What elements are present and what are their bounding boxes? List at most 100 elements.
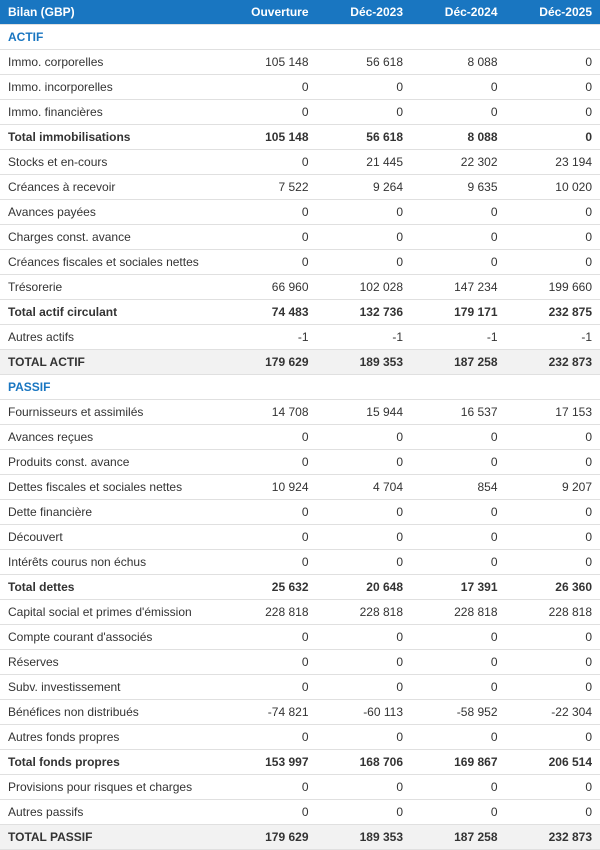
row-value: 16 537	[411, 400, 506, 425]
row-value: 17 391	[411, 575, 506, 600]
row-label: Total fonds propres	[0, 750, 222, 775]
row-value: -1	[317, 325, 412, 350]
row-value: 0	[317, 625, 412, 650]
row-value: 0	[411, 525, 506, 550]
table-row: Avances reçues0000	[0, 425, 600, 450]
row-value: 4 704	[317, 475, 412, 500]
row-value: 0	[506, 200, 600, 225]
table-row: Fournisseurs et assimilés14 70815 94416 …	[0, 400, 600, 425]
table-row: Stocks et en-cours021 44522 30223 194	[0, 150, 600, 175]
row-value: 0	[222, 200, 317, 225]
row-label: TOTAL ACTIF	[0, 350, 222, 375]
row-value: 0	[222, 525, 317, 550]
table-row: TOTAL ACTIF179 629189 353187 258232 873	[0, 350, 600, 375]
row-value: 8 088	[411, 50, 506, 75]
row-value: 228 818	[411, 600, 506, 625]
table-row: Autres passifs0000	[0, 800, 600, 825]
row-value: 0	[411, 250, 506, 275]
row-value: 0	[222, 150, 317, 175]
row-value: 0	[317, 800, 412, 825]
row-value: 17 153	[506, 400, 600, 425]
row-label: Avances payées	[0, 200, 222, 225]
row-value: 0	[222, 675, 317, 700]
header-col: Ouverture	[222, 0, 317, 25]
row-value: 10 020	[506, 175, 600, 200]
header-col: Déc-2024	[411, 0, 506, 25]
table-row: Provisions pour risques et charges0000	[0, 775, 600, 800]
row-label: Autres actifs	[0, 325, 222, 350]
row-value: 199 660	[506, 275, 600, 300]
row-label: Charges const. avance	[0, 225, 222, 250]
table-row: Charges const. avance0000	[0, 225, 600, 250]
row-value: 0	[222, 625, 317, 650]
table-row: Réserves0000	[0, 650, 600, 675]
row-value: 0	[411, 75, 506, 100]
table-row: Total fonds propres153 997168 706169 867…	[0, 750, 600, 775]
row-value: 0	[506, 225, 600, 250]
row-value: 0	[506, 425, 600, 450]
table-row: Créances à recevoir7 5229 2649 63510 020	[0, 175, 600, 200]
row-value: 0	[317, 675, 412, 700]
table-row: Immo. financières0000	[0, 100, 600, 125]
row-value: 0	[317, 250, 412, 275]
row-value: 66 960	[222, 275, 317, 300]
row-value: 0	[411, 800, 506, 825]
row-value: 0	[506, 250, 600, 275]
row-value: 189 353	[317, 350, 412, 375]
row-label: Intérêts courus non échus	[0, 550, 222, 575]
row-value: 228 818	[222, 600, 317, 625]
row-value: 0	[506, 550, 600, 575]
row-value: 0	[411, 450, 506, 475]
row-value: 0	[317, 225, 412, 250]
table-row: Autres actifs-1-1-1-1	[0, 325, 600, 350]
row-value: 0	[411, 625, 506, 650]
table-row: Immo. corporelles105 14856 6188 0880	[0, 50, 600, 75]
row-value: 7 522	[222, 175, 317, 200]
row-label: Immo. financières	[0, 100, 222, 125]
table-row: Bénéfices non distribués-74 821-60 113-5…	[0, 700, 600, 725]
row-label: Réserves	[0, 650, 222, 675]
row-value: 0	[506, 50, 600, 75]
row-value: 0	[317, 775, 412, 800]
row-value: 0	[222, 75, 317, 100]
row-value: 854	[411, 475, 506, 500]
row-value: 56 618	[317, 125, 412, 150]
balance-sheet-table: Bilan (GBP) Ouverture Déc-2023 Déc-2024 …	[0, 0, 600, 850]
row-label: Dettes fiscales et sociales nettes	[0, 475, 222, 500]
row-value: -58 952	[411, 700, 506, 725]
row-label: Autres fonds propres	[0, 725, 222, 750]
row-value: 169 867	[411, 750, 506, 775]
row-value: 232 873	[506, 350, 600, 375]
row-label: Trésorerie	[0, 275, 222, 300]
row-value: 187 258	[411, 350, 506, 375]
row-value: 102 028	[317, 275, 412, 300]
row-value: 21 445	[317, 150, 412, 175]
row-label: Total immobilisations	[0, 125, 222, 150]
row-value: 187 258	[411, 825, 506, 850]
section-label: ACTIF	[0, 25, 600, 50]
row-value: 132 736	[317, 300, 412, 325]
section-row: ACTIF	[0, 25, 600, 50]
row-value: 0	[411, 650, 506, 675]
row-value: 0	[506, 525, 600, 550]
row-value: 0	[506, 450, 600, 475]
row-label: Capital social et primes d'émission	[0, 600, 222, 625]
row-label: Créances à recevoir	[0, 175, 222, 200]
row-label: Découvert	[0, 525, 222, 550]
row-value: 0	[317, 200, 412, 225]
row-value: 9 264	[317, 175, 412, 200]
table-row: Produits const. avance0000	[0, 450, 600, 475]
row-value: 0	[222, 650, 317, 675]
row-value: 179 629	[222, 825, 317, 850]
section-row: PASSIF	[0, 375, 600, 400]
row-label: Immo. incorporelles	[0, 75, 222, 100]
row-value: 0	[506, 500, 600, 525]
row-value: 0	[222, 250, 317, 275]
row-value: 0	[222, 800, 317, 825]
header-col: Déc-2023	[317, 0, 412, 25]
row-value: 189 353	[317, 825, 412, 850]
row-label: Fournisseurs et assimilés	[0, 400, 222, 425]
row-value: 0	[222, 425, 317, 450]
table-row: Avances payées0000	[0, 200, 600, 225]
table-row: Total actif circulant74 483132 736179 17…	[0, 300, 600, 325]
